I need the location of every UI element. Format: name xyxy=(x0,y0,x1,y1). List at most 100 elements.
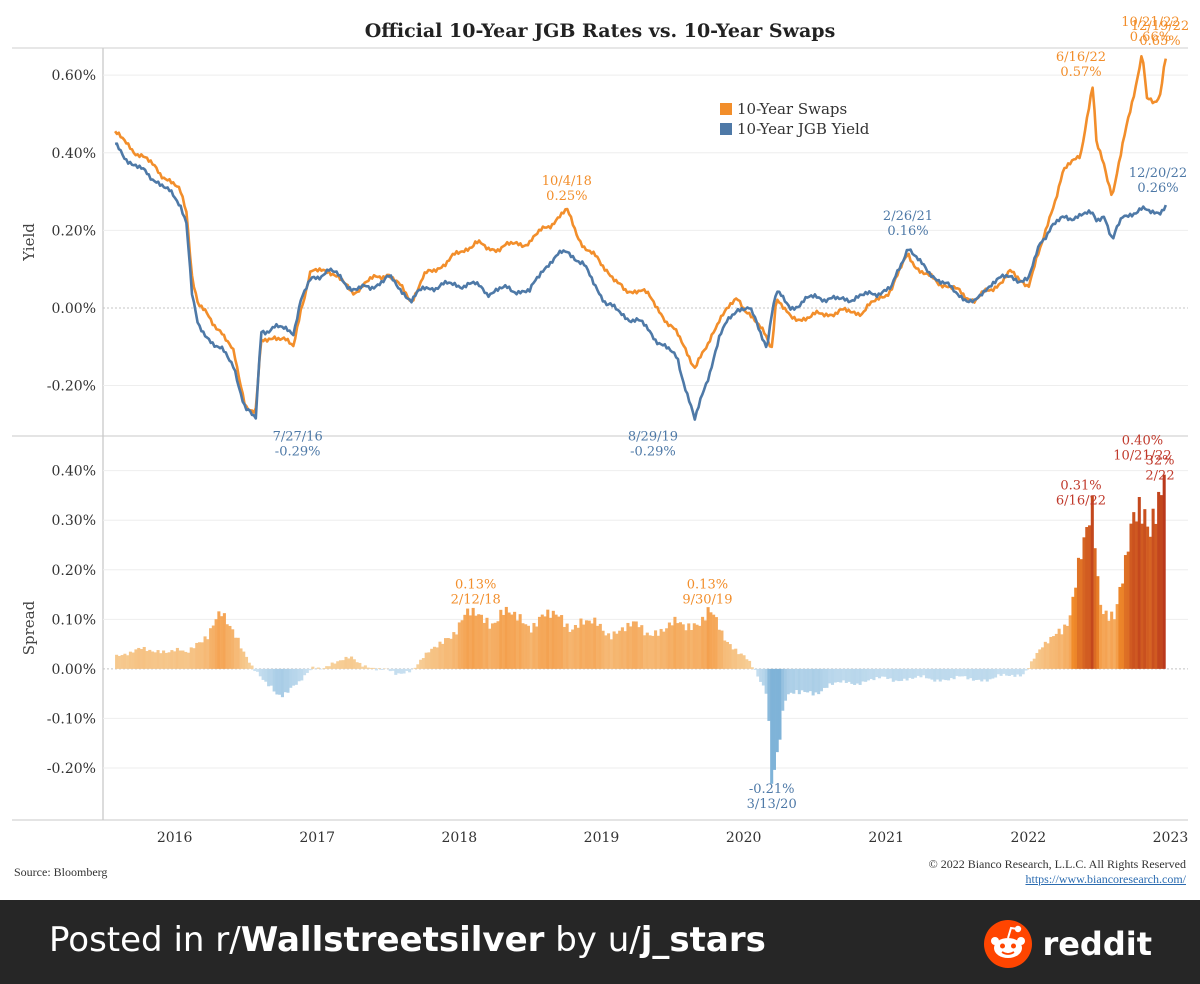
spread-bar xyxy=(930,669,933,680)
spread-bar xyxy=(317,668,320,669)
spread-bar xyxy=(502,615,505,669)
spread-bar xyxy=(1030,661,1033,669)
spread-bar xyxy=(657,636,660,669)
x-tick-label: 2018 xyxy=(442,830,478,846)
spread-bar xyxy=(790,669,793,693)
spread-bar xyxy=(599,624,602,669)
reddit-brand[interactable]: reddit xyxy=(984,920,1152,968)
spread-bar xyxy=(778,669,781,740)
annotation-date: 2/22 xyxy=(1145,469,1174,484)
spread-bar xyxy=(900,669,903,681)
spread-bar xyxy=(707,607,710,669)
spread-bar xyxy=(433,647,436,669)
spread-bar xyxy=(687,623,690,668)
spread-bar xyxy=(1080,559,1083,669)
spread-bar xyxy=(621,627,624,669)
spread-bar xyxy=(682,624,685,669)
spread-bar xyxy=(405,669,408,671)
spread-bar xyxy=(1024,669,1027,671)
spread-bar xyxy=(1000,669,1003,676)
website-link[interactable]: https://www.biancoresearch.com/ xyxy=(929,872,1186,887)
spread-bar xyxy=(986,669,989,682)
spread-bar xyxy=(867,669,870,681)
spread-bar xyxy=(137,648,140,669)
spread-bar xyxy=(828,669,831,683)
spread-bar xyxy=(289,669,292,688)
jgb-yield-line xyxy=(115,144,1166,420)
spread-bar xyxy=(585,620,588,669)
by-text: by u/ xyxy=(544,920,640,960)
annotation-value: -0.29% xyxy=(630,444,676,459)
spread-bar xyxy=(817,669,820,694)
spread-bar xyxy=(1047,643,1050,669)
y-tick-label: 0.30% xyxy=(52,513,96,529)
spread-bar xyxy=(991,669,994,679)
spread-bar xyxy=(823,669,826,688)
spread-bar xyxy=(184,652,187,669)
spread-bar xyxy=(1124,555,1127,669)
spread-bar xyxy=(1094,548,1097,669)
spread-bar xyxy=(690,630,693,669)
spread-bar xyxy=(1066,626,1069,669)
spread-bar xyxy=(839,669,842,683)
annotation-date: 10/4/18 xyxy=(542,174,592,189)
spread-bar xyxy=(364,665,367,669)
subreddit-link[interactable]: Wallstreetsilver xyxy=(241,920,545,960)
spread-bar xyxy=(668,623,671,669)
spread-bar xyxy=(212,626,215,669)
spread-bar xyxy=(582,625,585,669)
spread-bar xyxy=(848,669,851,682)
spread-bar xyxy=(513,612,516,669)
spread-bar xyxy=(154,652,157,669)
spread-bar xyxy=(936,669,939,680)
spread-bar xyxy=(881,669,884,677)
spread-bar xyxy=(339,660,342,669)
spread-bar xyxy=(541,615,544,669)
spread-bar xyxy=(834,669,837,683)
spread-bar xyxy=(1055,634,1058,669)
y-tick-label: 0.60% xyxy=(52,68,96,84)
annotation-date: 3/13/20 xyxy=(747,797,797,812)
spread-bar xyxy=(552,611,555,669)
spread-bar xyxy=(1154,524,1157,669)
spread-bar xyxy=(530,633,533,669)
spread-bar xyxy=(765,669,768,694)
spread-bar xyxy=(1005,669,1008,676)
spread-bar xyxy=(563,627,566,669)
spread-bar xyxy=(270,669,273,686)
spread-bar xyxy=(259,669,262,676)
spread-bar xyxy=(864,669,867,682)
spread-bar xyxy=(615,634,618,669)
spread-bar xyxy=(953,669,956,679)
spread-bar xyxy=(762,669,765,686)
spread-bar xyxy=(610,639,613,669)
spread-bar xyxy=(1044,642,1047,669)
chart-area: Official 10-Year JGB Rates vs. 10-Year S… xyxy=(0,0,1200,900)
spread-bar xyxy=(309,669,312,670)
spread-bar xyxy=(527,626,530,669)
spread-bar xyxy=(743,655,746,669)
spread-bar xyxy=(964,669,967,676)
annotation-date: 6/16/22 xyxy=(1056,493,1106,508)
user-link[interactable]: j_stars xyxy=(641,920,766,960)
spread-bar xyxy=(886,669,889,679)
spread-bar xyxy=(1071,597,1074,669)
spread-bar xyxy=(394,669,397,675)
spread-bar xyxy=(292,669,295,686)
spread-bar xyxy=(414,668,417,669)
spread-bar xyxy=(1082,537,1085,669)
spread-bar xyxy=(497,621,500,669)
spread-bar xyxy=(720,631,723,669)
swaps-line xyxy=(115,56,1166,412)
spread-bar xyxy=(134,649,137,669)
source-note: Source: Bloomberg xyxy=(14,865,107,880)
spread-bar xyxy=(767,669,770,721)
spread-bar xyxy=(604,635,607,669)
spread-bar xyxy=(593,618,596,669)
spread-bar xyxy=(195,643,198,669)
spread-bar xyxy=(251,666,254,669)
spread-bar xyxy=(792,669,795,694)
spread-bar xyxy=(1132,512,1135,669)
spread-bar xyxy=(1060,634,1063,669)
spread-bar xyxy=(278,669,281,695)
